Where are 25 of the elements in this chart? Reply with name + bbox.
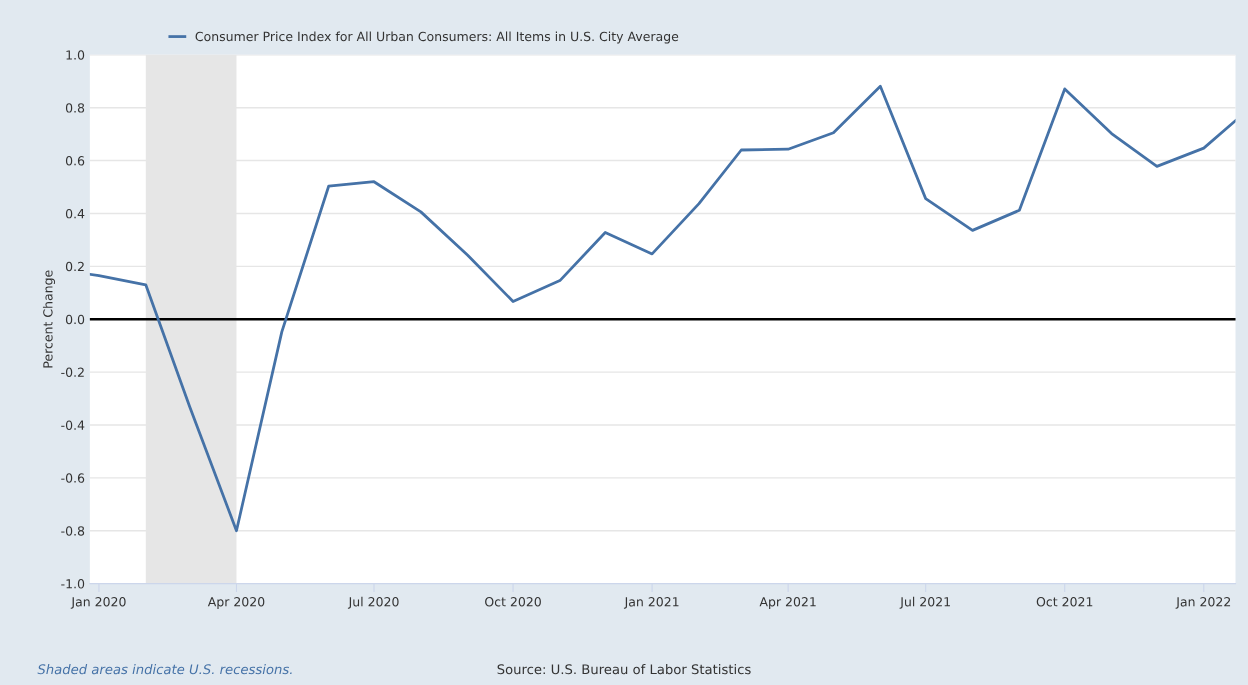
x-tick-label: Apr 2020 [207, 597, 265, 609]
y-tick-label: 0.2 [65, 261, 84, 272]
y-tick-label: -1.0 [61, 579, 85, 589]
y-tick-label: 1.0 [66, 50, 85, 60]
legend-label: Consumer Price Index for All Urban Consumers: All Items in U.S. City Average [195, 31, 679, 44]
x-tick-label: Apr 2021 [759, 597, 816, 609]
y-tick-label: 0.0 [65, 314, 85, 325]
y-tick-label: -0.2 [61, 367, 84, 378]
y-tick-label: 0.6 [65, 156, 85, 166]
line-series [89, 84, 1236, 533]
x-tick-label: Jul 2020 [347, 596, 399, 609]
x-tick-label: Jul 2021 [899, 596, 950, 609]
y-tick-label: -0.6 [61, 473, 85, 483]
x-tick-label: Oct 2020 [485, 597, 541, 607]
y-tick-label: 0.8 [65, 103, 85, 113]
y-axis-title: Percent Change [42, 270, 56, 368]
x-tick-label: Jan 2021 [623, 597, 679, 609]
x-tick-label: Jan 2020 [70, 597, 126, 609]
y-tick-label: -0.4 [61, 420, 85, 430]
source-note: Source: U.S. Bureau of Labor Statistics [497, 664, 751, 675]
y-tick-label: 0.4 [65, 208, 85, 219]
y-tick-label: -0.8 [61, 526, 85, 536]
x-tick-label: Jan 2022 [1175, 597, 1231, 609]
text: Shaded areas indicate U.S. recessions. [37, 664, 292, 675]
x-tick-label: Oct 2021 [1036, 597, 1093, 607]
